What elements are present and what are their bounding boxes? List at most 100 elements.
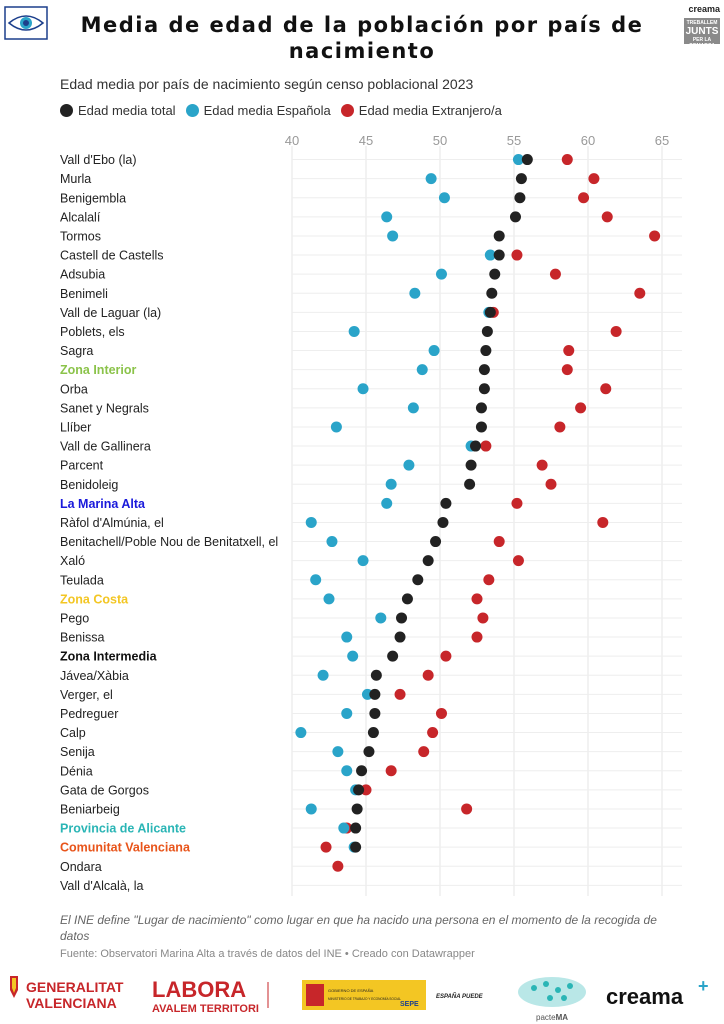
dot-total [480,345,492,357]
dot-total [475,421,487,433]
dot-total [478,364,490,376]
category-label: Benitachell/Poble Nou de Benitatxell, el [60,535,278,549]
category-label: Vall de Gallinera [60,440,151,454]
category-label: Tormos [60,229,101,243]
dot-total [515,173,527,185]
junts-badge-bottom: PER LA COMARCA [688,37,716,49]
dot-total [422,555,434,567]
observatori-eye-logo [4,6,48,40]
dot-esp [323,593,335,605]
chart-note: El INE define "Lugar de nacimiento" como… [60,913,657,943]
dot-ext [597,516,609,528]
dot-ext [563,345,575,357]
dot-esp [428,345,440,357]
dot-total [465,459,477,471]
chart-legend: Edad media total Edad media Española Eda… [60,103,512,118]
dot-ext [435,707,447,719]
dot-ext [561,154,573,166]
legend-dot-espanola [185,104,199,117]
legend-label-total: Edad media total [78,103,176,118]
dot-esp [330,421,342,433]
category-label: Vall d'Ebo (la) [60,153,137,167]
category-label: Ondara [60,860,102,874]
dot-esp [317,669,329,681]
dot-total [387,650,399,662]
x-tick-label: 65 [655,133,669,148]
category-label: Ràfol d'Almúnia, el [60,516,164,530]
category-label: Pedreguer [60,707,118,721]
dot-total [367,727,379,739]
dot-ext [575,402,587,414]
category-label: Provincia de Alicante [60,822,186,836]
category-label: Senija [60,745,95,759]
dot-plot-chart: 40 45 50 55 60 65 Vall d'Ebo (la) Murla Benigemb… [60,133,682,896]
dot-esp [348,325,360,337]
ministerio-text: MINISTERIO DE TRABAJO Y ECONOMÍA SOCIAL [328,997,401,1001]
gva-line2: VALENCIANA [26,995,117,1011]
dot-total [363,746,375,758]
dot-total [509,211,521,223]
category-label: Pego [60,611,89,625]
x-tick-label: 50 [433,133,447,148]
dot-total [470,440,482,452]
dot-ext [394,688,406,700]
chart-source: Fuente: Observatori Marina Alta a través… [60,948,475,960]
dot-total [369,688,381,700]
dot-ext [477,612,489,624]
dot-total [394,631,406,643]
dot-total [481,325,493,337]
legend-item-extranjero: Edad media Extranjero/a [340,103,502,118]
category-label: Castell de Castells [60,249,164,263]
dot-esp [416,364,428,376]
category-label: Llíber [60,420,91,434]
labora-sub: AVALEM TERRITORI [152,1003,259,1015]
dot-ext [512,555,524,567]
dot-ext [545,478,557,490]
gobierno-text: GOBIERNO DE ESPAÑA [328,988,374,993]
category-label: Sanet y Negrals [60,401,149,415]
pacte-text: pacte [536,1013,556,1022]
dot-ext [554,421,566,433]
dot-total [370,669,382,681]
category-label: Jávea/Xàbia [60,669,129,683]
dot-ext [600,383,612,395]
category-label: Benissa [60,631,105,645]
category-label: Parcent [60,459,104,473]
dot-total [396,612,408,624]
dot-esp [381,211,393,223]
dot-esp [338,822,350,834]
category-label: Beniarbeig [60,802,120,816]
category-label: Comunitat Valenciana [60,841,191,855]
creama-small-logo: creama [688,4,720,14]
dot-esp [326,536,338,548]
dot-esp [435,268,447,280]
espana-puede-text: ESPAÑA PUEDE [436,993,484,1000]
category-label: Adsubia [60,268,105,282]
labora-main: LABORA [152,977,246,1002]
dot-total [464,478,476,490]
dot-total [350,841,362,853]
footer-logos: GENERALITAT VALENCIANA LABORA AVALEM TER… [10,976,709,1022]
dot-ext [461,803,473,815]
legend-item-espanola: Edad media Española [185,103,331,118]
dot-ext [483,574,495,586]
dot-esp [381,497,393,509]
pacte-ma-logo: pacteMA [518,977,586,1022]
pacte-ma-text: MA [556,1013,569,1022]
creama-text: creama [606,984,684,1009]
dot-ext [480,440,492,452]
dot-ext [422,669,434,681]
dot-esp [305,516,317,528]
dot-ext [440,650,452,662]
category-label: Vall de Laguar (la) [60,306,161,320]
legend-item-total: Edad media total [60,103,176,118]
dot-total [356,765,368,777]
x-tick-label: 55 [507,133,521,148]
x-tick-label: 45 [359,133,373,148]
category-label: Dénia [60,764,93,778]
dot-total [521,154,533,166]
category-label: Murla [60,172,91,186]
chart-subtitle: Edad media por país de nacimiento según … [60,76,474,92]
category-label: Zona Intermedia [60,650,158,664]
dot-ext [578,192,590,204]
